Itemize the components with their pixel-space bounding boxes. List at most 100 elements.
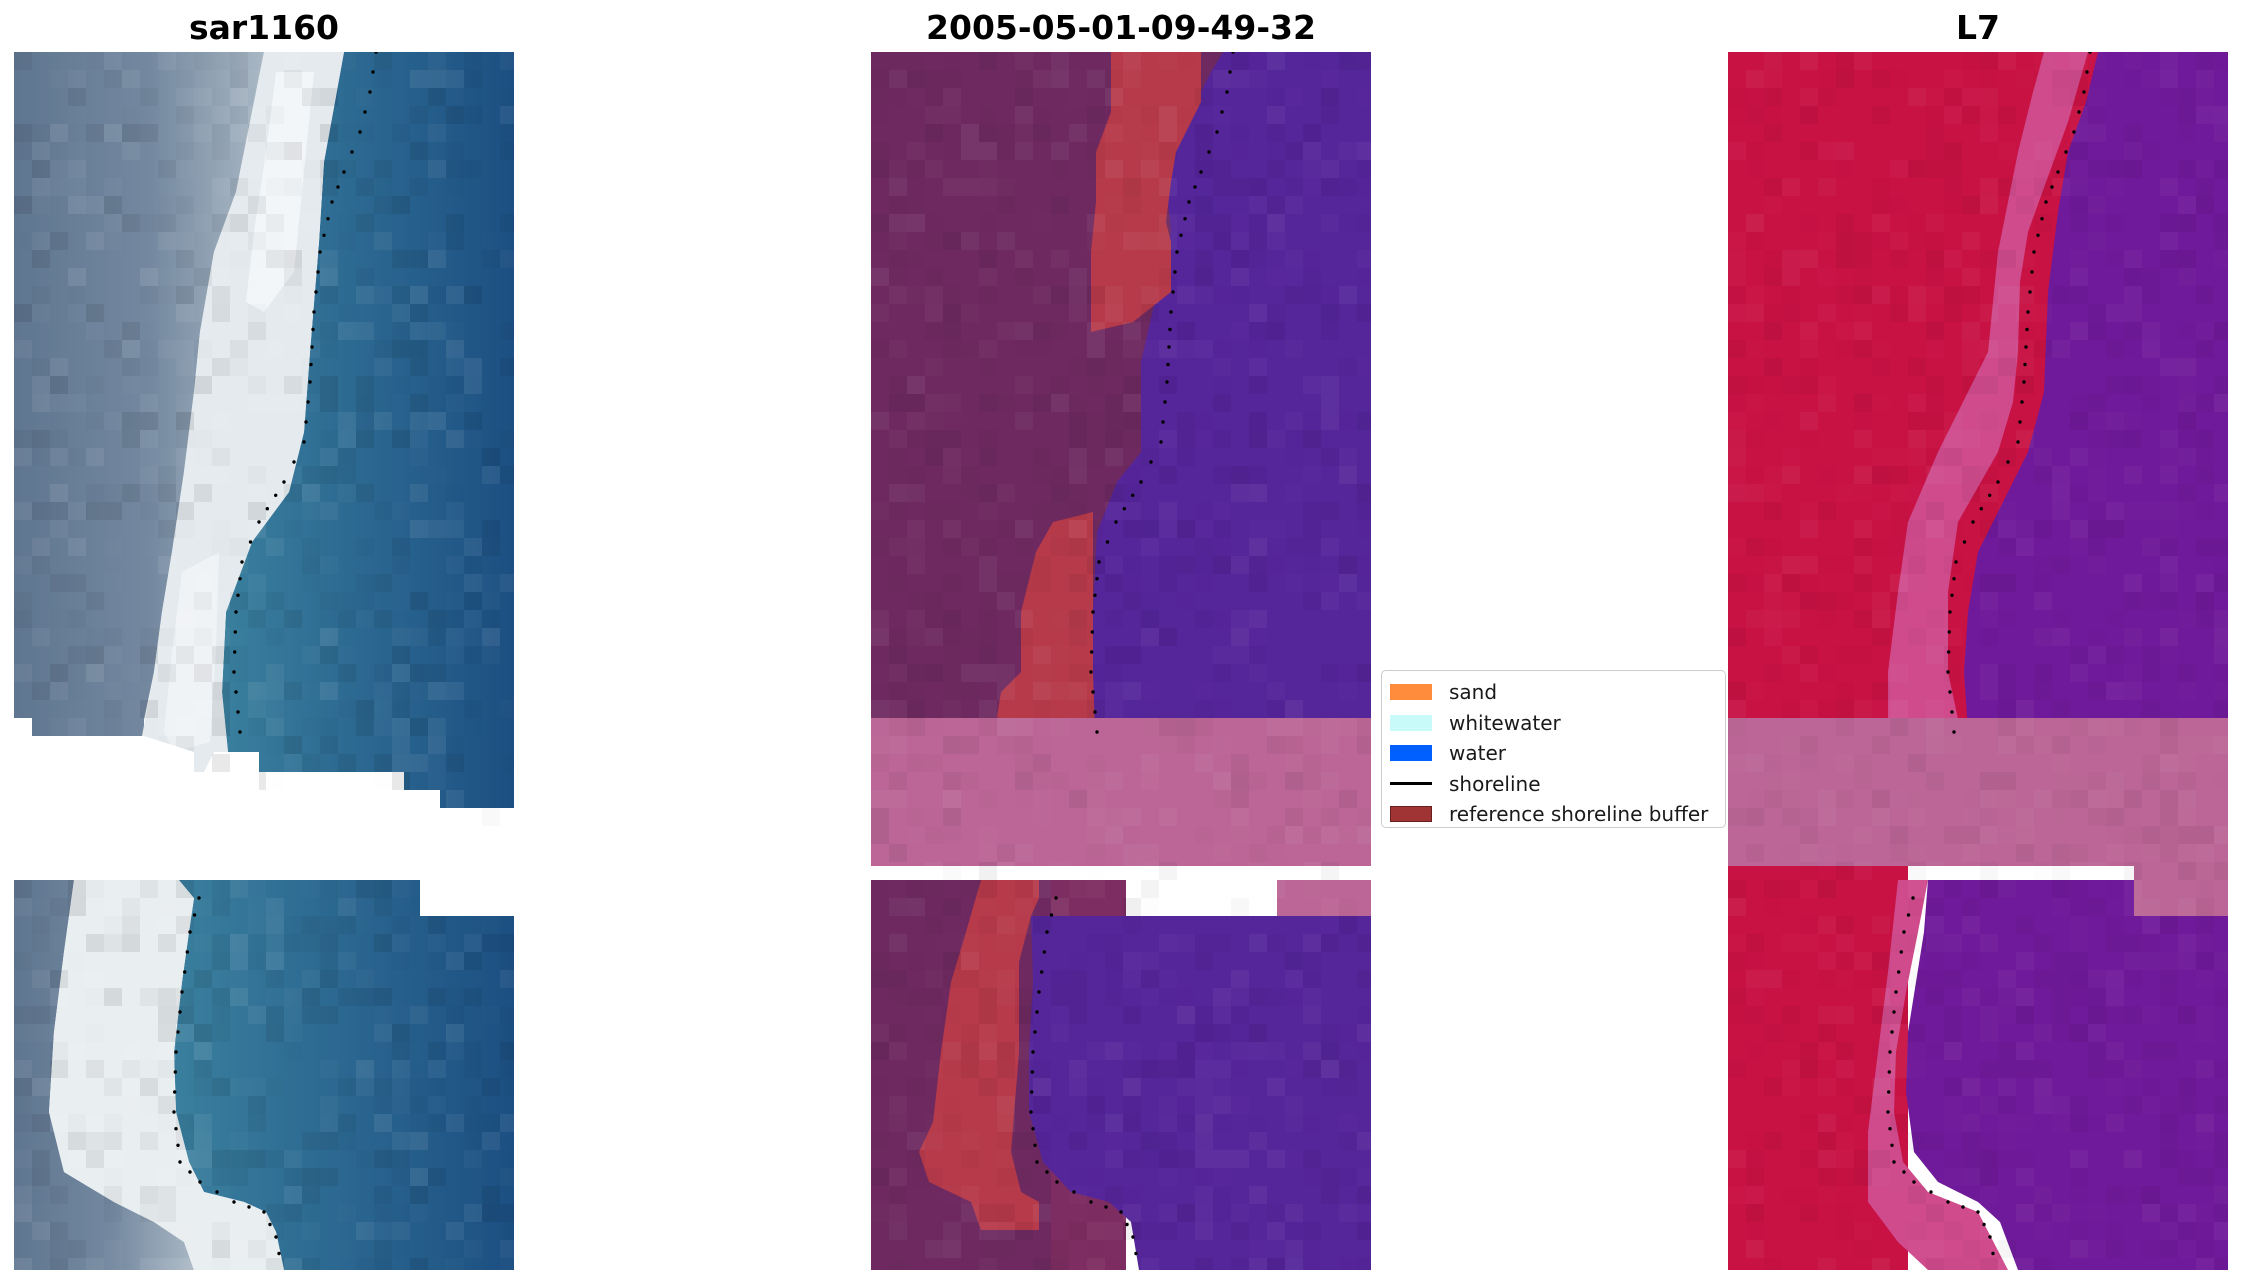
pixel-texture-cell bbox=[1159, 520, 1177, 538]
pixel-texture-cell bbox=[1944, 1150, 1962, 1168]
pixel-texture-cell bbox=[374, 160, 392, 178]
pixel-texture-cell bbox=[374, 412, 392, 430]
pixel-texture-cell bbox=[374, 1006, 392, 1024]
pixel-texture-cell bbox=[1836, 1114, 1854, 1132]
pixel-texture-cell bbox=[1141, 142, 1159, 160]
pixel-texture-cell bbox=[2142, 754, 2160, 772]
pixel-texture-cell bbox=[482, 646, 500, 664]
pixel-texture-cell bbox=[194, 214, 212, 232]
pixel-texture-cell bbox=[889, 502, 907, 520]
pixel-texture-cell bbox=[1357, 88, 1371, 106]
pixel-texture-cell bbox=[979, 1204, 997, 1222]
pixel-texture-cell bbox=[1926, 862, 1944, 880]
pixel-texture-cell bbox=[1818, 1006, 1836, 1024]
pixel-texture-cell bbox=[1746, 1042, 1764, 1060]
pixel-texture-cell bbox=[1908, 538, 1926, 556]
pixel-texture-cell bbox=[392, 952, 410, 970]
pixel-texture-cell bbox=[2106, 934, 2124, 952]
pixel-texture-cell bbox=[2106, 340, 2124, 358]
pixel-texture-cell bbox=[140, 1132, 158, 1150]
pixel-texture-cell bbox=[1926, 394, 1944, 412]
pixel-texture-cell bbox=[1818, 1132, 1836, 1150]
pixel-texture-cell bbox=[907, 628, 925, 646]
pixel-texture-cell bbox=[500, 1114, 514, 1132]
pixel-texture-cell bbox=[392, 772, 410, 790]
pixel-texture-cell bbox=[266, 178, 284, 196]
pixel-texture-cell bbox=[212, 970, 230, 988]
pixel-texture-cell bbox=[1249, 1042, 1267, 1060]
pixel-texture-cell bbox=[1800, 736, 1818, 754]
pixel-texture-cell bbox=[1213, 286, 1231, 304]
pixel-texture-cell bbox=[104, 1186, 122, 1204]
pixel-texture-cell bbox=[1231, 178, 1249, 196]
pixel-texture-cell bbox=[1177, 340, 1195, 358]
pixel-texture-cell bbox=[410, 412, 428, 430]
pixel-texture-cell bbox=[1980, 1186, 1998, 1204]
pixel-texture-cell bbox=[1339, 718, 1357, 736]
pixel-texture-cell bbox=[2052, 88, 2070, 106]
pixel-texture-cell bbox=[446, 790, 464, 808]
pixel-texture-cell bbox=[2070, 268, 2088, 286]
pixel-texture-cell bbox=[1033, 736, 1051, 754]
pixel-texture-cell bbox=[320, 250, 338, 268]
pixel-texture-cell bbox=[1123, 232, 1141, 250]
pixel-texture-cell bbox=[266, 970, 284, 988]
pixel-texture-cell bbox=[464, 592, 482, 610]
pixel-texture-cell bbox=[1033, 664, 1051, 682]
pixel-texture-cell bbox=[907, 196, 925, 214]
pixel-texture-cell bbox=[428, 934, 446, 952]
pixel-texture-cell bbox=[1339, 1024, 1357, 1042]
pixel-texture-cell bbox=[2178, 844, 2196, 862]
pixel-texture-cell bbox=[1321, 1024, 1339, 1042]
legend-label-sand: sand bbox=[1449, 680, 1498, 705]
pixel-texture-cell bbox=[2052, 772, 2070, 790]
pixel-texture-cell bbox=[1087, 520, 1105, 538]
legend: sand whitewater water shoreline referenc… bbox=[1381, 670, 1726, 828]
pixel-texture-cell bbox=[392, 376, 410, 394]
pixel-texture-cell bbox=[248, 718, 266, 736]
pixel-texture-cell bbox=[925, 286, 943, 304]
pixel-texture-cell bbox=[2106, 430, 2124, 448]
pixel-texture-cell bbox=[943, 574, 961, 592]
pixel-texture-cell bbox=[212, 106, 230, 124]
pixel-texture-cell bbox=[1141, 718, 1159, 736]
pixel-texture-cell bbox=[1285, 142, 1303, 160]
pixel-texture-cell bbox=[392, 664, 410, 682]
pixel-texture-cell bbox=[140, 988, 158, 1006]
pixel-texture-cell bbox=[1249, 70, 1267, 88]
pixel-texture-cell bbox=[302, 1168, 320, 1186]
pixel-texture-cell bbox=[1746, 376, 1764, 394]
pixel-texture-cell bbox=[176, 556, 194, 574]
pixel-texture-cell bbox=[1728, 538, 1746, 556]
pixel-texture-cell bbox=[1782, 646, 1800, 664]
pixel-texture-cell bbox=[1854, 52, 1872, 70]
pixel-texture-cell bbox=[979, 286, 997, 304]
pixel-texture-cell bbox=[1195, 880, 1213, 898]
pixel-texture-cell bbox=[266, 664, 284, 682]
pixel-texture-cell bbox=[1854, 1150, 1872, 1168]
pixel-texture-cell bbox=[500, 322, 514, 340]
pixel-texture-cell bbox=[212, 142, 230, 160]
pixel-texture-cell bbox=[1908, 394, 1926, 412]
pixel-texture-cell bbox=[1285, 412, 1303, 430]
pixel-texture-cell bbox=[1087, 736, 1105, 754]
pixel-texture-cell bbox=[122, 376, 140, 394]
pixel-texture-cell bbox=[212, 1258, 230, 1270]
legend-item-sand: sand bbox=[1390, 677, 1725, 708]
pixel-texture-cell bbox=[248, 952, 266, 970]
pixel-texture-cell bbox=[1123, 394, 1141, 412]
pixel-texture-cell bbox=[86, 484, 104, 502]
pixel-texture-cell bbox=[1249, 1114, 1267, 1132]
pixel-texture-cell bbox=[212, 268, 230, 286]
pixel-texture-cell bbox=[925, 70, 943, 88]
pixel-texture-cell bbox=[1998, 574, 2016, 592]
pixel-texture-cell bbox=[979, 970, 997, 988]
pixel-texture-cell bbox=[1818, 1258, 1836, 1270]
pixel-texture-cell bbox=[230, 232, 248, 250]
pixel-texture-cell bbox=[50, 718, 68, 736]
pixel-texture-cell bbox=[14, 1240, 32, 1258]
pixel-texture-cell bbox=[410, 718, 428, 736]
pixel-texture-cell bbox=[1285, 1060, 1303, 1078]
shoreline-point bbox=[1171, 290, 1175, 294]
pixel-texture-cell bbox=[1303, 610, 1321, 628]
